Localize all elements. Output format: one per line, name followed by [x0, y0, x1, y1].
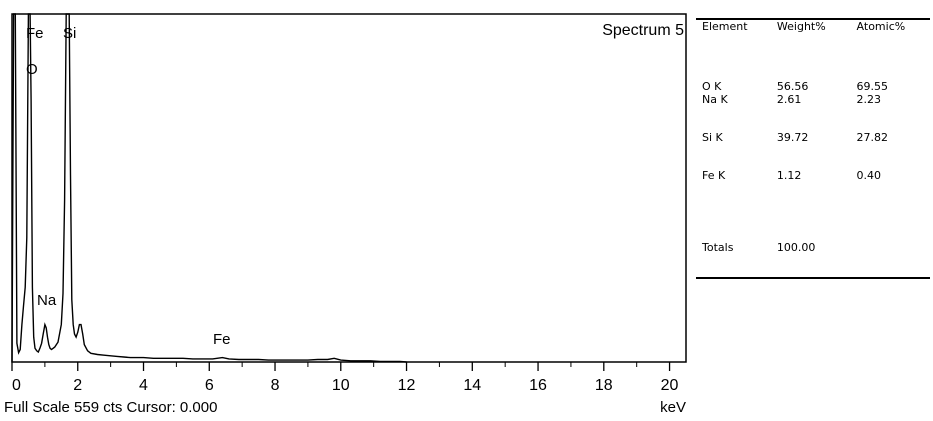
x-tick-label: 0	[12, 377, 21, 394]
peak-label-o-k: O	[26, 61, 38, 78]
x-tick-label: 20	[661, 377, 679, 394]
x-tick-label: 14	[463, 377, 481, 394]
plot-frame	[11, 13, 687, 363]
table-row: Na K 2.61 2.23	[696, 93, 930, 131]
x-tick-label: 4	[139, 377, 148, 394]
x-tick-label: 6	[205, 377, 214, 394]
peak-label-fe-l: Fe	[26, 25, 44, 42]
cell-atomic: 0.40	[856, 169, 882, 182]
spectrum-title: Spectrum 5	[602, 22, 684, 39]
totals-atomic	[851, 207, 930, 278]
spectrum-chart: 0 2 4 6 8 10 12 14 16 18 20 Fe Si O Na Fe	[11, 13, 687, 394]
cell-atomic: 27.82	[856, 131, 889, 144]
x-tick-label: 2	[73, 377, 82, 394]
x-tick-label: 12	[398, 377, 416, 394]
header-element: Element	[702, 20, 748, 33]
peak-label-si-k: Si	[63, 25, 76, 42]
table-header-row: Element Weight% Atomic%	[696, 19, 930, 38]
quantification-panel: Element Weight% Atomic% O K 56.56 69.55 …	[694, 0, 933, 421]
results-table: Element Weight% Atomic% O K 56.56 69.55 …	[696, 18, 930, 279]
cell-atomic: 2.23	[856, 93, 882, 106]
cell-weight: 39.72	[776, 131, 809, 144]
x-tick-label: 18	[595, 377, 613, 394]
x-tick-label: 10	[332, 377, 350, 394]
x-tick-label: 8	[271, 377, 280, 394]
cell-element: O K	[702, 80, 722, 93]
cell-weight: 1.12	[776, 169, 802, 182]
totals-row: Totals 100.00	[696, 207, 930, 278]
table-row: Si K 39.72 27.82	[696, 131, 930, 169]
cell-weight: 2.61	[776, 93, 802, 106]
table-row: O K 56.56 69.55	[696, 38, 930, 93]
x-axis-unit: keV	[660, 399, 686, 416]
spectrum-panel: 0 2 4 6 8 10 12 14 16 18 20 Fe Si O Na Fe Spectrum…	[4, 13, 687, 416]
totals-weight: 100.00	[776, 241, 816, 254]
totals-label: Totals	[702, 241, 734, 254]
header-atomic: Atomic%	[856, 20, 906, 33]
full-scale-readout: Full Scale 559 cts Cursor: 0.000	[4, 399, 218, 416]
x-tick-label: 16	[529, 377, 547, 394]
cell-weight: 56.56	[776, 80, 809, 93]
peak-label-na-k: Na	[37, 292, 57, 309]
spectrum-line	[11, 13, 407, 363]
peak-label-fe-k: Fe	[213, 331, 231, 348]
header-weight: Weight%	[776, 20, 826, 33]
cell-element: Si K	[702, 131, 723, 144]
table-row: Fe K 1.12 0.40	[696, 169, 930, 207]
cell-element: Na K	[702, 93, 728, 106]
cell-atomic: 69.55	[856, 80, 889, 93]
cell-element: Fe K	[702, 169, 726, 182]
